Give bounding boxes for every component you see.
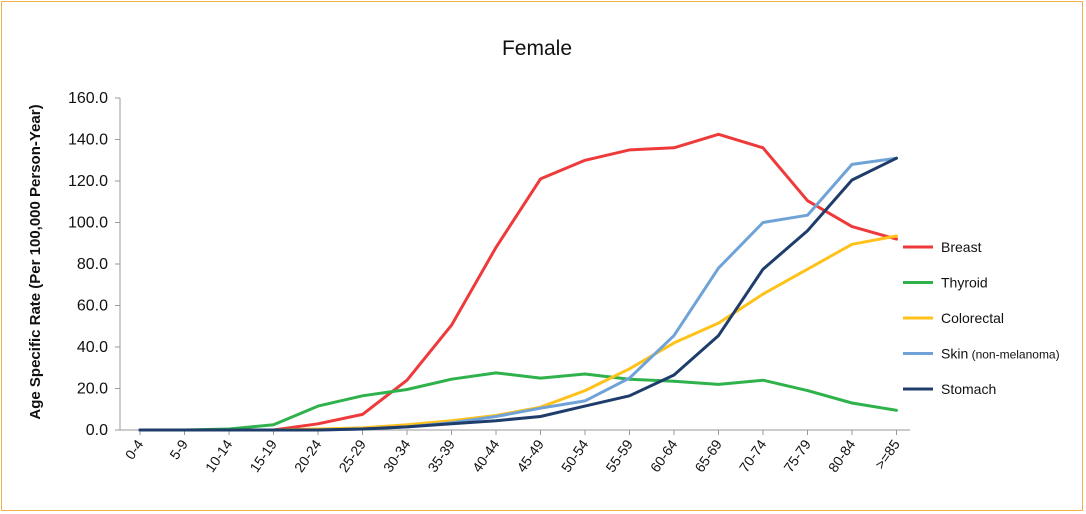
x-tick-label: 25-29 — [335, 436, 369, 475]
x-tick-label: 5-9 — [166, 436, 191, 462]
y-tick-label: 40.0 — [77, 339, 108, 356]
y-tick-label: 160.0 — [68, 90, 108, 107]
legend-sublabel-skin: (non-melanoma) — [968, 348, 1059, 362]
y-tick-label: 60.0 — [77, 298, 108, 315]
x-tick-label: 30-34 — [380, 436, 414, 475]
legend-label-skin: Skin (non-melanoma) — [941, 346, 1060, 362]
chart-title: Female — [502, 37, 572, 60]
x-tick-label: 80-84 — [825, 436, 859, 475]
y-axis-label: Age Specific Rate (Per 100,000 Person-Ye… — [27, 104, 44, 419]
y-tick-label: 140.0 — [68, 132, 108, 149]
series-line-thyroid — [138, 371, 898, 432]
legend: Breast Thyroid Colorectal Skin (non-melanom… — [903, 239, 1060, 397]
legend-label-colorectal: Colorectal — [941, 310, 1004, 326]
x-tick-label: 10-14 — [202, 436, 236, 475]
series-lines — [138, 132, 898, 432]
y-tick-label: 120.0 — [68, 173, 108, 190]
x-tick-label: 20-24 — [291, 436, 325, 475]
series-line-colorectal — [138, 234, 898, 432]
x-tick-label: 0-4 — [122, 436, 147, 462]
x-tick-label: 40-44 — [469, 436, 503, 475]
x-tick-label: 60-64 — [647, 436, 681, 475]
series-line-skin — [138, 156, 898, 432]
x-tick-label: 55-59 — [602, 436, 636, 475]
y-tick-label: 100.0 — [68, 215, 108, 232]
x-tick-label: 65-69 — [691, 436, 725, 475]
y-tick-label: 20.0 — [77, 381, 108, 398]
x-tick-label: 15-19 — [246, 436, 280, 475]
x-tick-label: 45-49 — [513, 436, 547, 475]
x-tick-label: 35-39 — [424, 436, 458, 475]
series-line-stomach — [138, 156, 898, 432]
x-tick-label: 70-74 — [736, 436, 770, 475]
y-tick-label: 0.0 — [86, 422, 108, 439]
y-tick-label: 80.0 — [77, 256, 108, 273]
legend-label-thyroid: Thyroid — [941, 275, 988, 291]
legend-label-breast: Breast — [941, 239, 982, 255]
x-tick-label: 50-54 — [558, 436, 592, 475]
legend-label-stomach: Stomach — [941, 381, 996, 397]
x-tick-label: >=85 — [872, 436, 904, 472]
x-tick-label: 75-79 — [780, 436, 814, 475]
